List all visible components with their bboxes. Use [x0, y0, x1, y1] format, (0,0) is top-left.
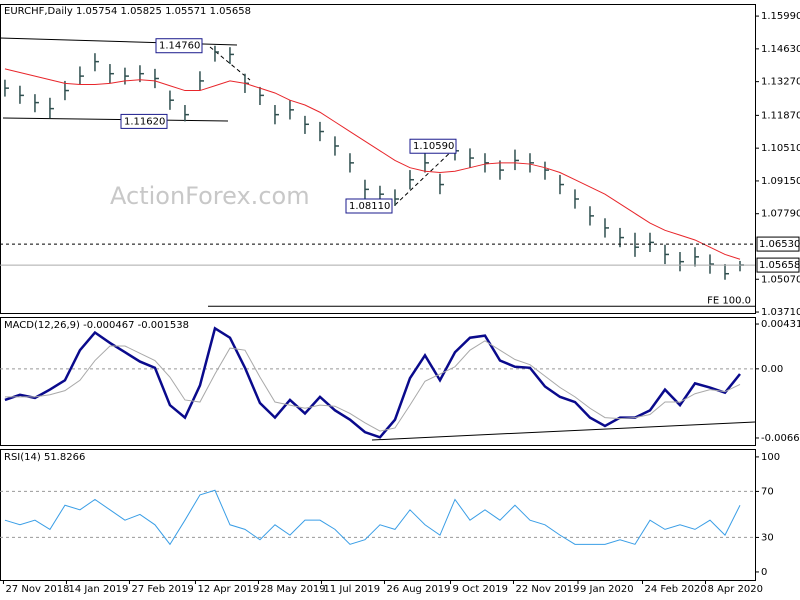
- level-label: 1.05658: [759, 260, 800, 271]
- x-tick-label: 24 Feb 2020: [644, 584, 706, 595]
- price-frame: [0, 4, 756, 314]
- x-tick-label: 27 Feb 2019: [131, 584, 193, 595]
- level-label-box: [756, 236, 800, 252]
- x-tick-label: 28 May 2019: [260, 584, 325, 595]
- series-line: [4, 489, 741, 546]
- moving-average: [4, 68, 741, 260]
- level-label-box: [756, 257, 800, 273]
- x-tick-label: 12 Apr 2019: [197, 584, 259, 595]
- swing-label: 1.10590: [413, 141, 454, 152]
- macd-frame: [0, 317, 756, 446]
- trendline: [2, 117, 229, 122]
- watermark: ActionForex.com: [110, 182, 310, 210]
- y-tick-label: 0.00: [761, 364, 783, 375]
- y-tick-label: 1.10510: [761, 143, 800, 154]
- x-tick-label: 8 Apr 2020: [707, 584, 762, 595]
- y-tick-label: 0: [761, 567, 767, 578]
- macd-title: MACD(12,26,9) -0.000467 -0.001538: [4, 320, 189, 331]
- swing-label: 1.08110: [349, 201, 390, 212]
- x-tick-label: 26 Aug 2019: [386, 584, 450, 595]
- y-tick-label: 1.15990: [761, 11, 800, 22]
- swing-label-box: [155, 38, 203, 54]
- y-tick-label: -0.006663: [761, 433, 800, 444]
- y-tick-label: 1.07790: [761, 209, 800, 220]
- y-tick-label: 100: [761, 452, 780, 463]
- y-tick-label: 1.05070: [761, 274, 800, 285]
- y-tick-label: 1.14630: [761, 44, 800, 55]
- x-tick-label: 27 Nov 2018: [5, 584, 69, 595]
- rsi-title: RSI(14) 51.8266: [4, 452, 85, 463]
- series-line: [4, 326, 741, 439]
- level-label: 1.06530: [759, 239, 800, 250]
- y-tick-label: 1.13270: [761, 77, 800, 88]
- x-tick-label: 11 Jul 2019: [323, 584, 380, 595]
- y-tick-label: 1.03710: [761, 307, 800, 318]
- frames: [0, 4, 756, 581]
- swing-label: 1.11620: [124, 116, 165, 127]
- y-tick-label: 30: [761, 532, 774, 543]
- x-tick-label: 14 Jan 2019: [68, 584, 128, 595]
- x-tick-label: 9 Jan 2020: [580, 584, 634, 595]
- rsi-frame: [0, 449, 756, 581]
- y-tick-label: 70: [761, 486, 774, 497]
- y-tick-label: 0.004319: [761, 319, 800, 330]
- swing-label-box: [120, 113, 168, 129]
- trendline: [371, 421, 756, 441]
- swing-label-box: [409, 138, 457, 154]
- x-tick-label: 9 Oct 2019: [452, 584, 507, 595]
- level-label: FE 100.0: [707, 295, 751, 306]
- x-tick-label: 22 Nov 2019: [515, 584, 579, 595]
- y-tick-label: 1.11870: [761, 110, 800, 121]
- chart-title: EURCHF,Daily 1.05754 1.05825 1.05571 1.0…: [4, 6, 251, 17]
- swing-label: 1.14760: [159, 41, 200, 52]
- series-line: [4, 340, 741, 432]
- y-tick-label: 1.09150: [761, 176, 800, 187]
- swing-label-box: [345, 198, 393, 214]
